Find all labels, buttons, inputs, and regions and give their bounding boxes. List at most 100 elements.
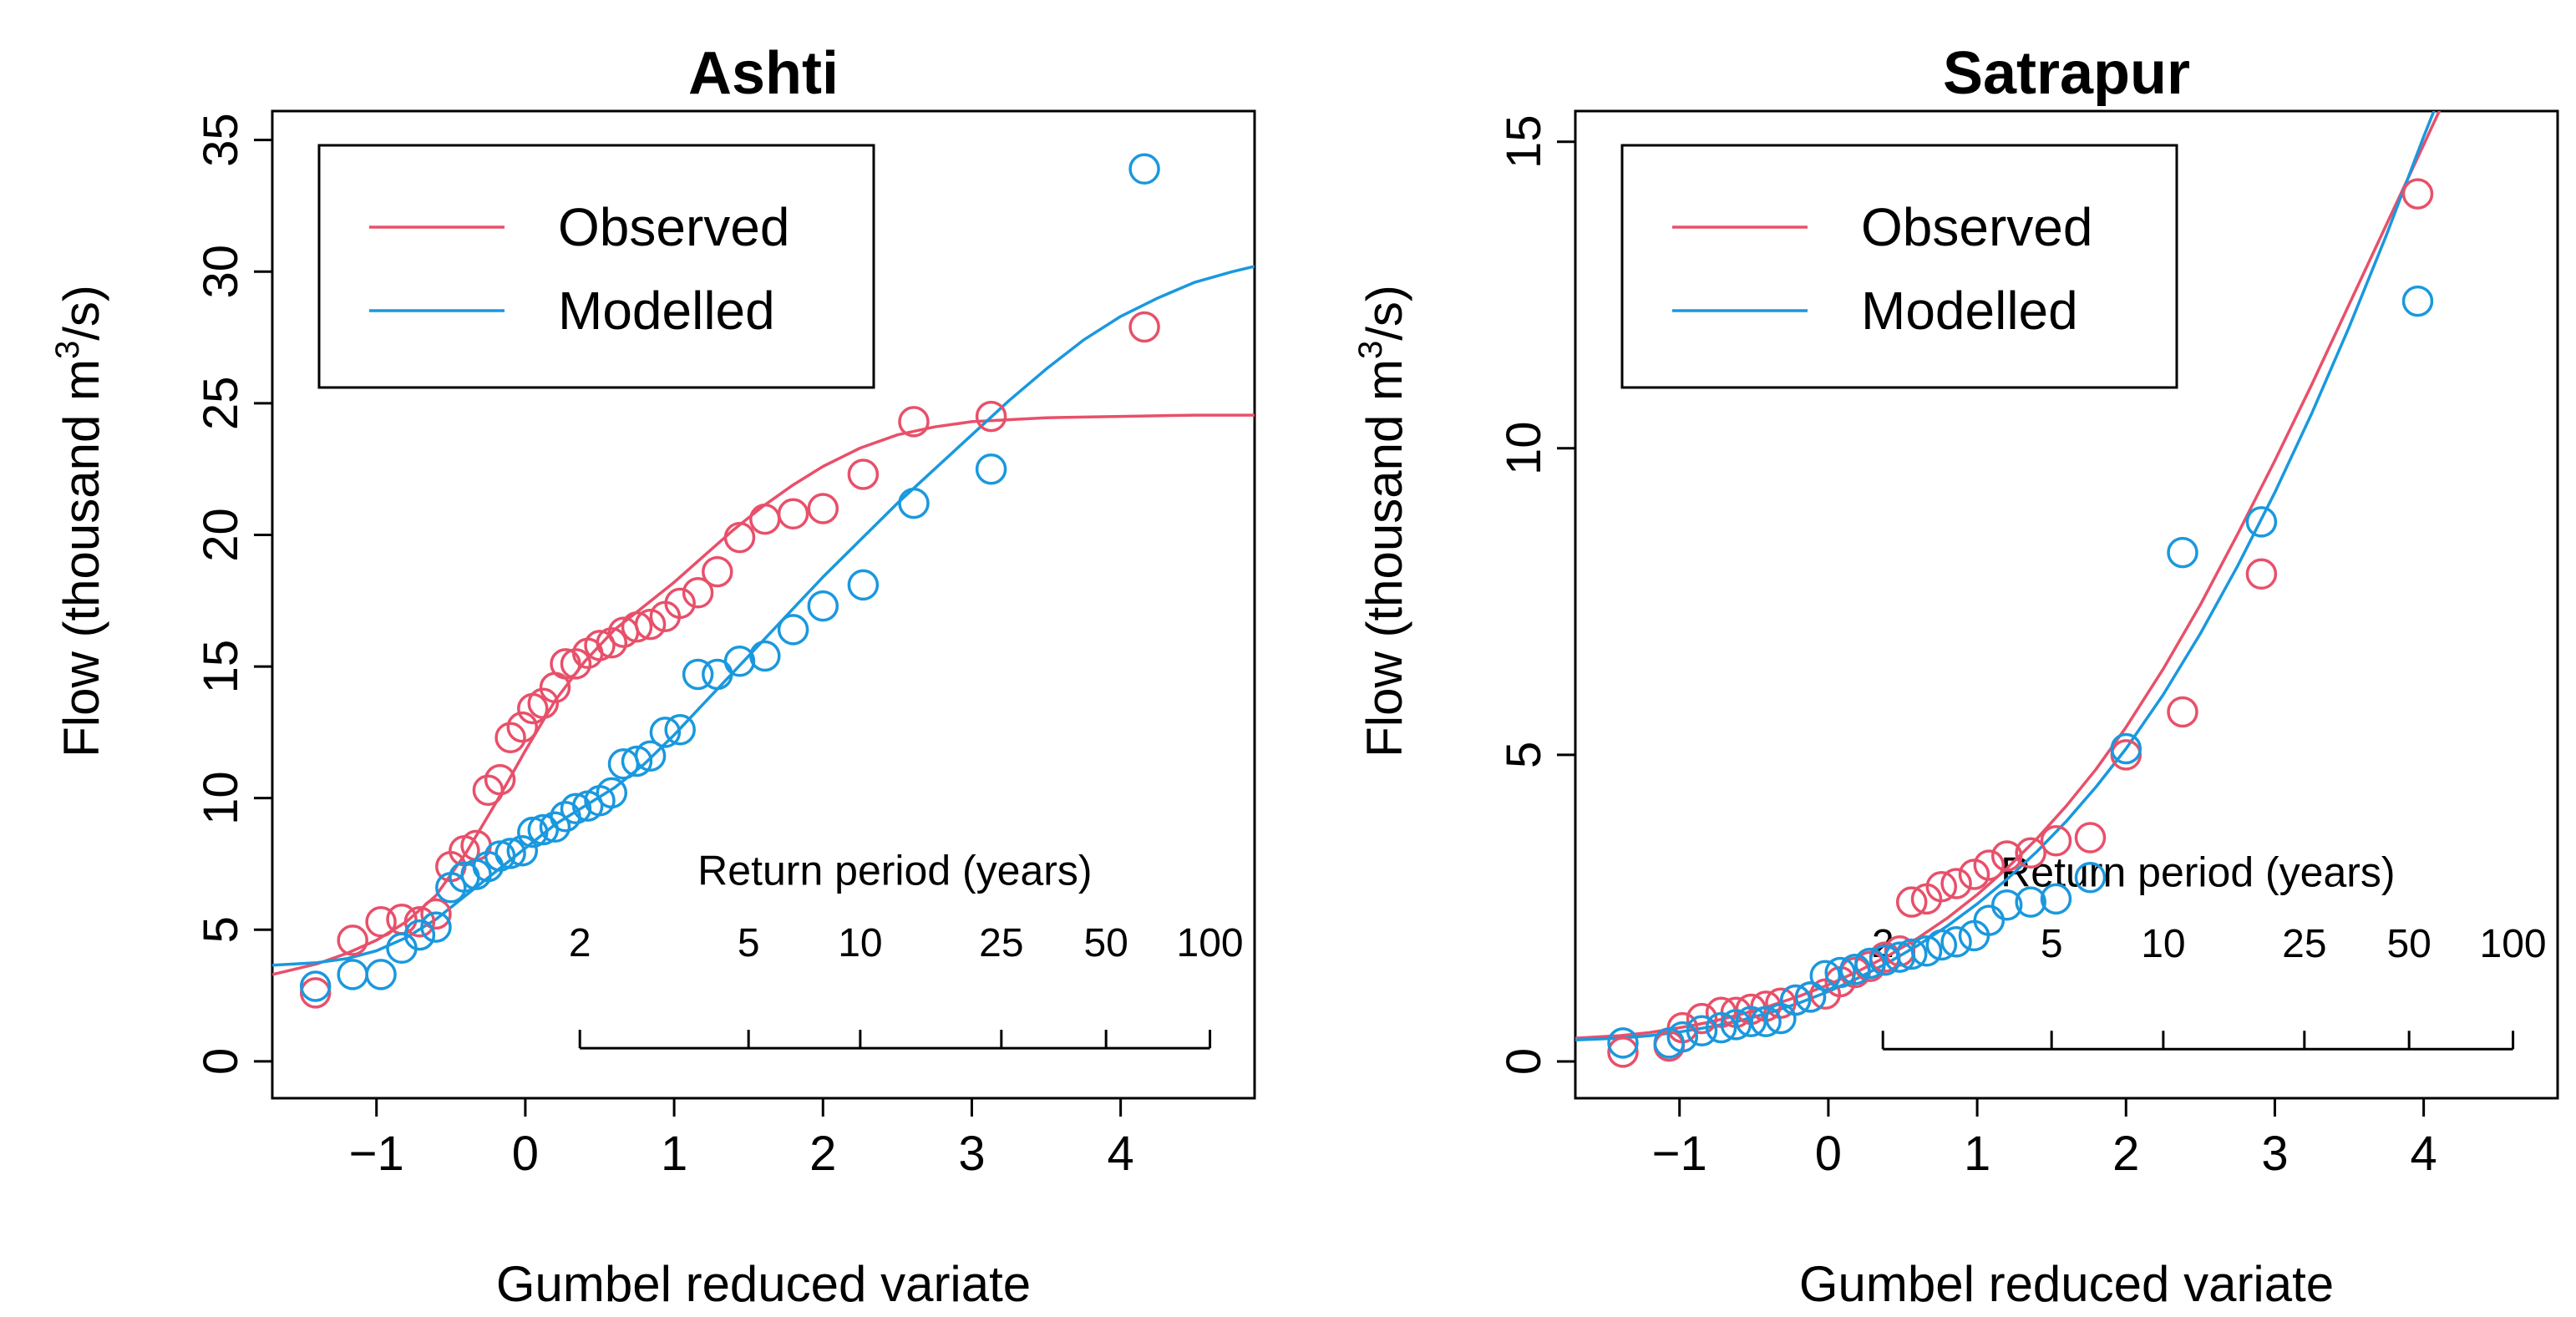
satrapur-y-tick-label: 0	[1497, 1048, 1551, 1075]
satrapur-modelled-point	[2110, 732, 2142, 765]
ashti-return-period-label: 10	[838, 921, 882, 965]
ashti-modelled-point	[596, 777, 628, 809]
ashti-observed-point	[723, 521, 756, 554]
ashti-x-tick-label: 2	[809, 1127, 836, 1181]
satrapur-return-period-label: 50	[2386, 922, 2431, 966]
ashti-modelled-point	[749, 640, 781, 672]
satrapur-return-period-label: 100	[2480, 922, 2547, 966]
satrapur-modelled-point	[1705, 1011, 1737, 1044]
ashti-observed-point	[506, 711, 539, 743]
ashti-y-tick-label: 15	[194, 640, 248, 694]
satrapur-modelled-point	[1990, 889, 2023, 921]
satrapur-x-tick-label: 2	[2112, 1127, 2139, 1181]
ashti-modelled-point	[807, 590, 839, 622]
ashti-chart-title: Ashti	[688, 40, 839, 107]
ashti-observed-point	[807, 493, 839, 524]
ashti-x-tick-label: 1	[661, 1127, 687, 1181]
satrapur-y-tick-label: 5	[1497, 742, 1551, 768]
ashti-y-ticks: 0 5 10 15 20 25 30 35	[194, 113, 274, 1075]
ashti-observed-point	[777, 498, 809, 530]
satrapur-x-ticks: −1 0 1 2 3 4	[1652, 1097, 2437, 1181]
satrapur-modelled-point	[1686, 1015, 1718, 1046]
ashti-modelled-point	[494, 838, 526, 869]
svg-text:Flow (thousand m3/s): Flow (thousand m3/s)	[49, 285, 109, 757]
ashti-modelled-point	[777, 614, 809, 646]
satrapur-modelled-point	[1735, 1005, 1767, 1037]
ashti-legend-box	[317, 144, 875, 389]
satrapur-y-axis-label: Flow (thousand m3/s)	[1352, 285, 1412, 757]
ashti-modelled-point	[847, 569, 880, 601]
ashti-y-label-suffix: /s)	[53, 285, 109, 341]
ashti-observed-point	[420, 898, 452, 930]
ashti-y-tick-label: 25	[194, 377, 248, 431]
satrapur-y-tick-label: 10	[1497, 422, 1551, 476]
satrapur-y-label-suffix: /s)	[1356, 285, 1412, 341]
satrapur-modelled-point	[1809, 960, 1842, 991]
satrapur-observed-point	[1990, 840, 2023, 872]
ashti-modelled-point	[621, 745, 653, 778]
ashti-modelled-point	[649, 717, 682, 748]
ashti-return-period-label: 25	[979, 921, 1023, 965]
ashti-modelled-point	[975, 453, 1007, 485]
ashti-observed-point	[365, 906, 397, 938]
satrapur-observed-point	[2167, 696, 2198, 728]
satrapur-data-points	[1607, 178, 2434, 1068]
satrapur-modelled-point	[2401, 285, 2434, 317]
satrapur-return-period-label: 25	[2282, 922, 2326, 966]
satrapur-modelled-point	[1958, 919, 1990, 952]
ashti-observed-point	[527, 687, 560, 719]
ashti-x-ticks: −1 0 1 2 3 4	[349, 1097, 1134, 1181]
satrapur-observed-point	[1686, 1002, 1718, 1035]
ashti-observed-point	[1128, 311, 1160, 343]
satrapur-observed-point	[2401, 178, 2434, 210]
ashti-modelled-point	[539, 811, 571, 843]
satrapur-modelled-point	[1607, 1027, 1639, 1059]
satrapur-modelled-point	[2074, 861, 2107, 894]
satrapur-modelled-point	[2015, 886, 2046, 918]
ashti-observed-fit-line	[272, 413, 1255, 976]
satrapur-observed-point	[1607, 1036, 1639, 1068]
satrapur-chart-title: Satrapur	[1943, 40, 2190, 107]
ashti-modelled-point	[403, 919, 436, 951]
satrapur-observed-point	[2074, 822, 2107, 854]
ashti-modelled-point	[420, 911, 452, 943]
ashti-observed-point	[664, 587, 696, 620]
satrapur-modelled-point	[1794, 981, 1827, 1013]
ashti-legend-observed-label: Observed	[558, 197, 789, 257]
ashti-modelled-point	[560, 793, 592, 825]
ashti-observed-point	[682, 577, 714, 609]
ashti-observed-point	[749, 503, 781, 535]
satrapur-modelled-point	[2245, 506, 2278, 538]
satrapur-modelled-point	[2040, 883, 2072, 915]
ashti-observed-point	[621, 611, 653, 643]
satrapur-y-ticks: 0 5 10 15	[1497, 114, 1577, 1075]
ashti-observed-point	[596, 626, 628, 659]
ashti-modelled-point	[664, 713, 696, 746]
ashti-x-tick-label: −1	[349, 1127, 404, 1181]
satrapur-x-tick-label: 1	[1964, 1127, 1990, 1181]
satrapur-observed-point	[1940, 868, 1972, 899]
ashti-data-points	[299, 153, 1160, 1009]
satrapur-x-tick-label: −1	[1652, 1127, 1707, 1181]
satrapur-observed-point	[2015, 837, 2046, 869]
ashti-y-label-superscript: 3	[49, 341, 86, 359]
ashti-observed-point	[847, 458, 880, 490]
ashti-observed-point	[634, 608, 667, 641]
ashti-modelled-fit-line	[272, 265, 1255, 967]
ashti-return-period-axis: Return period (years) 2 5 10 25 50 100	[569, 848, 1244, 1050]
ashti-modelled-point	[299, 970, 332, 1002]
satrapur-modelled-point	[1779, 984, 1812, 1016]
ashti-observed-point	[472, 774, 505, 806]
ashti-fit-curves	[272, 265, 1255, 976]
ashti-return-period-label: 5	[738, 921, 760, 965]
ashti-observed-point	[702, 555, 733, 588]
ashti-modelled-point	[898, 487, 930, 519]
satrapur-modelled-point	[1824, 956, 1856, 989]
ashti-y-axis-label: Flow (thousand m3/s)	[49, 285, 109, 757]
satrapur-modelled-point	[1720, 1009, 1752, 1041]
ashti-return-period-title: Return period (years)	[697, 848, 1092, 894]
ashti-y-tick-label: 20	[194, 508, 248, 562]
satrapur-modelled-point	[1940, 926, 1972, 958]
ashti-modelled-point	[634, 740, 667, 772]
